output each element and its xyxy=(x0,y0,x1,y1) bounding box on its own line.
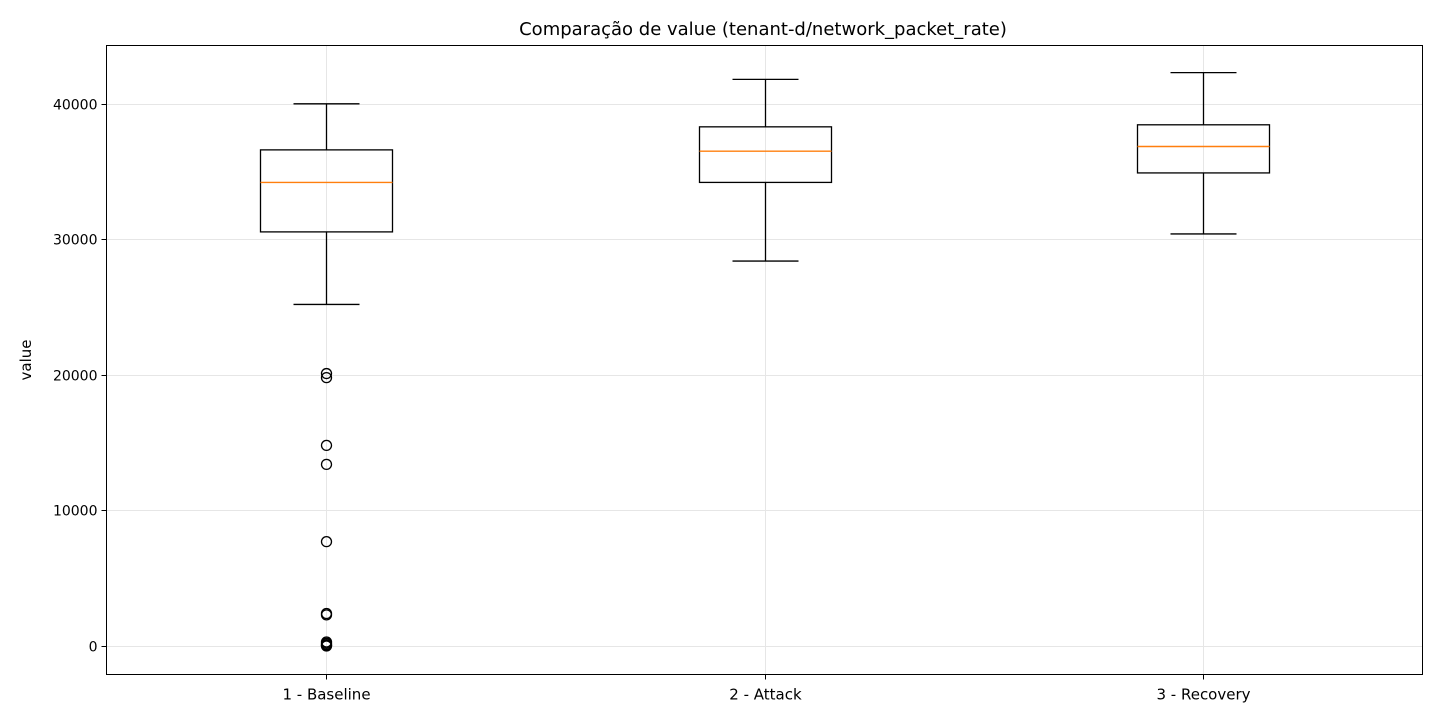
y-tick-label: 40000 xyxy=(53,98,98,114)
y-axis-label: value xyxy=(17,340,35,381)
outlier-point xyxy=(320,609,333,621)
x-tick-label: 3 - Recovery xyxy=(1156,686,1250,704)
x-tick-label: 1 - Baseline xyxy=(282,686,370,704)
y-tick-label: 0 xyxy=(89,640,98,656)
outlier-point xyxy=(320,640,333,652)
outlier-point xyxy=(320,439,333,452)
box-group xyxy=(698,78,833,262)
outlier-point xyxy=(320,536,333,548)
box-group xyxy=(1136,71,1271,235)
y-tick-label: 30000 xyxy=(53,233,98,249)
box-layer xyxy=(259,71,1271,652)
iqr-box xyxy=(259,149,394,233)
outlier-point xyxy=(320,371,333,384)
x-tick-label: 2 - Attack xyxy=(729,686,802,704)
grid-layer xyxy=(106,45,1423,675)
chart-title: Comparação de value (tenant-d/network_pa… xyxy=(519,19,1007,40)
outlier-point xyxy=(320,367,333,380)
outlier-point xyxy=(320,458,333,471)
tick-layer: 0 10000 20000 30000 40000 1 - Baseline 2 - Att… xyxy=(53,98,1251,704)
plot-area-frame xyxy=(106,45,1423,675)
iqr-box xyxy=(1136,124,1271,174)
y-tick-label: 20000 xyxy=(53,369,98,385)
y-tick-label: 10000 xyxy=(53,504,98,520)
iqr-box xyxy=(698,126,833,184)
box-group xyxy=(259,103,394,652)
